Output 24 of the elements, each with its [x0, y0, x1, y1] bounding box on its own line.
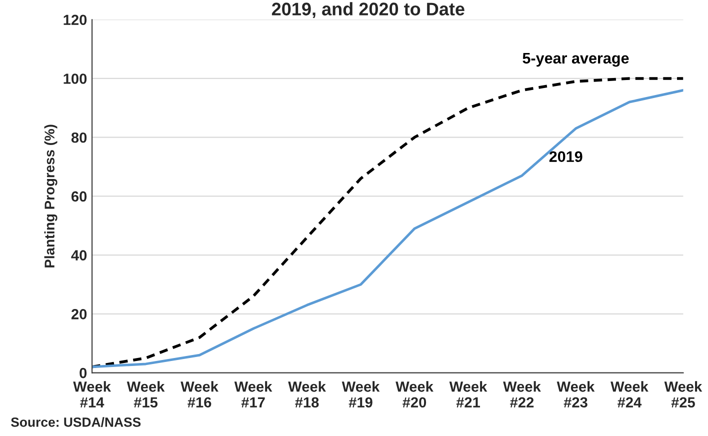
x-tick-label: Week #23 [556, 381, 595, 408]
y-tick-label: 60 [71, 191, 87, 202]
series-label: 5-year average [522, 52, 629, 67]
x-tick-label: Week #16 [180, 381, 218, 408]
x-tick-label: Week #19 [342, 381, 380, 408]
y-tick-label: 40 [71, 250, 87, 260]
y-tick-label: 80 [71, 132, 87, 143]
x-tick-label: Week #20 [396, 381, 434, 408]
y-axis-title: Planting Progress (%) [44, 124, 58, 268]
source-note: Source: USDA/NASS [11, 417, 141, 427]
y-tick-label: 120 [64, 14, 87, 26]
y-tick-label: 0 [80, 368, 87, 378]
x-tick-label: Week #24 [610, 381, 648, 408]
x-tick-label: Week #14 [73, 381, 111, 408]
chart-title: 2019, and 2020 to Date [272, 2, 464, 18]
x-tick-label: Week #15 [126, 381, 165, 408]
x-tick-label: Week #22 [503, 381, 541, 408]
y-tick-label: 20 [71, 309, 87, 320]
x-tick-label: Week #17 [234, 381, 272, 408]
x-tick-label: Week #18 [288, 381, 326, 408]
series-label: 2019 [549, 151, 582, 162]
x-tick-label: Week #21 [449, 381, 488, 408]
x-tick-label: Week #25 [664, 381, 702, 408]
y-tick-label: 100 [64, 74, 87, 84]
